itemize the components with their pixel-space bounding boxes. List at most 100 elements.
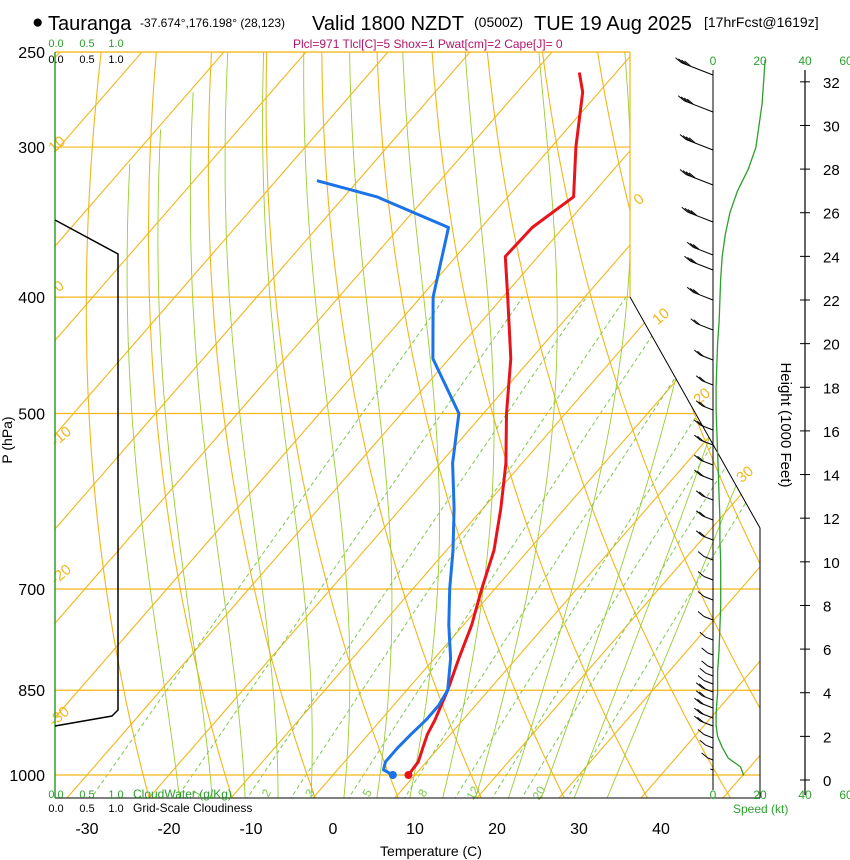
isotherm-line — [55, 52, 243, 798]
height-tick-label: 22 — [823, 293, 840, 310]
mixing-ratio-line — [346, 296, 679, 798]
dry-adiabat-line — [539, 52, 760, 798]
height-tick-label: 26 — [823, 206, 840, 223]
isotherm-line — [310, 52, 760, 798]
temperature-tick-label: 10 — [406, 821, 424, 838]
station-marker-icon: ● — [32, 12, 43, 33]
wind-barb — [686, 241, 714, 256]
wind-barb — [699, 667, 714, 677]
wind-barb — [697, 729, 714, 739]
cloud-water-label: CloudWater (g/Kg) — [133, 787, 232, 801]
wind-barb — [694, 419, 714, 431]
isotherm-line — [55, 52, 489, 798]
x-axis-title: Temperature (C) — [380, 843, 482, 859]
pressure-tick-label: 850 — [18, 683, 45, 700]
wind-barb-feather — [690, 210, 698, 216]
wind-barb — [686, 286, 714, 301]
wind-barb-staff — [693, 291, 714, 301]
cloudiness-tick-top: 0.5 — [79, 54, 94, 66]
cloud-water-tick-bottom: 1.0 — [108, 789, 123, 801]
wind-barb-feather — [698, 683, 706, 690]
moist-adiabat-line — [441, 52, 495, 798]
wind-barb-feather — [686, 98, 694, 105]
wind-barb-feather — [684, 207, 692, 214]
wind-barb-feather — [679, 134, 687, 140]
mixing-ratio-label: 5 — [359, 786, 375, 799]
wind-barb-feather — [695, 490, 703, 497]
wind-barb-feather — [701, 660, 708, 667]
wind-barb-feather — [695, 682, 703, 689]
height-tick-label: 30 — [823, 118, 840, 135]
wind-barb-feather — [697, 420, 704, 427]
wind-barb-feather — [682, 170, 690, 176]
wind-barb-feather — [692, 244, 700, 250]
wind-barb-staff — [703, 576, 714, 581]
height-tick-label: 8 — [823, 598, 831, 615]
height-axis-title: Height (1000 Feet) — [777, 362, 794, 487]
height-tick-label: 14 — [823, 468, 840, 485]
moist-adiabat-line — [572, 52, 760, 798]
frame-diagonal — [629, 296, 761, 529]
wind-barb-staff — [705, 636, 714, 641]
wind-barb-staff — [681, 62, 714, 76]
wind-barb — [679, 134, 714, 151]
dry-adiabat-line — [265, 52, 400, 798]
wind-barb — [694, 715, 714, 727]
wind-barb — [694, 707, 714, 719]
wind-barb — [697, 591, 714, 601]
wind-barb-staff — [702, 405, 714, 411]
height-tick-label: 0 — [823, 773, 831, 790]
wind-barb — [695, 400, 714, 411]
height-tick-label: 18 — [823, 380, 840, 397]
wind-barb-feather — [684, 255, 691, 262]
wind-barb-feather — [698, 376, 706, 383]
wind-barb-feather — [693, 319, 701, 326]
wind-barb-feather — [698, 491, 706, 498]
wind-barb-feather — [687, 209, 695, 215]
isotherm-line — [55, 52, 571, 798]
wind-barb-feather — [697, 455, 704, 462]
wind-barb-staff — [703, 596, 714, 601]
wind-barb-feather — [698, 511, 706, 518]
wind-barb-feather — [682, 135, 690, 141]
wind-barb-staff — [705, 672, 714, 677]
wind-barb-feather — [695, 375, 703, 382]
wind-barb-staff — [707, 652, 714, 656]
wind-barb-feather — [697, 698, 704, 705]
wind-barb — [701, 752, 714, 761]
cloud-water-tick-top: 1.0 — [108, 38, 123, 50]
wind-barb-staff — [702, 695, 714, 701]
cloud-panel: 0.0 0.0 0.5 0.5 1.0 1.0 0.0 0.0 0.5 0.5 1.0 1.0 — [48, 38, 123, 815]
wind-barb — [690, 318, 714, 331]
wind-barb-feather — [699, 739, 707, 746]
isotherm-label: 0 — [50, 277, 67, 295]
height-tick-label: 16 — [823, 424, 840, 441]
wind-barb — [681, 206, 714, 223]
height-tick-label: 32 — [823, 75, 840, 92]
wind-barb-feather — [697, 551, 705, 557]
valid-time: Valid 1800 NZDT — [312, 13, 464, 35]
wind-barb-feather — [697, 611, 705, 617]
moist-adiabat-line — [348, 52, 393, 798]
isotherm-label: 30 — [733, 463, 757, 487]
wind-speed-tick-label: 0 — [710, 54, 717, 68]
height-tick-label: 24 — [823, 249, 840, 266]
wind-barb-feather — [681, 59, 688, 66]
dry-adiabat-line — [593, 52, 760, 798]
wind-barb-feather — [694, 707, 701, 714]
temperature-line — [407, 72, 585, 776]
wind-barb-feather — [699, 667, 707, 674]
pressure-tick-label: 700 — [18, 582, 45, 599]
height-tick-label: 12 — [823, 511, 840, 528]
isotherm-label: -20 — [47, 561, 75, 588]
wind-barb-feather — [688, 137, 696, 144]
wind-speed-tick-label: 0 — [710, 788, 717, 802]
wind-barb-feather — [698, 691, 706, 698]
wind-barb-feather — [684, 60, 691, 67]
cloudiness-tick-top: 0.0 — [48, 54, 63, 66]
wind-barb-staff — [690, 260, 714, 271]
isotherm-line — [474, 52, 760, 798]
dry-adiabat-line — [147, 52, 234, 798]
